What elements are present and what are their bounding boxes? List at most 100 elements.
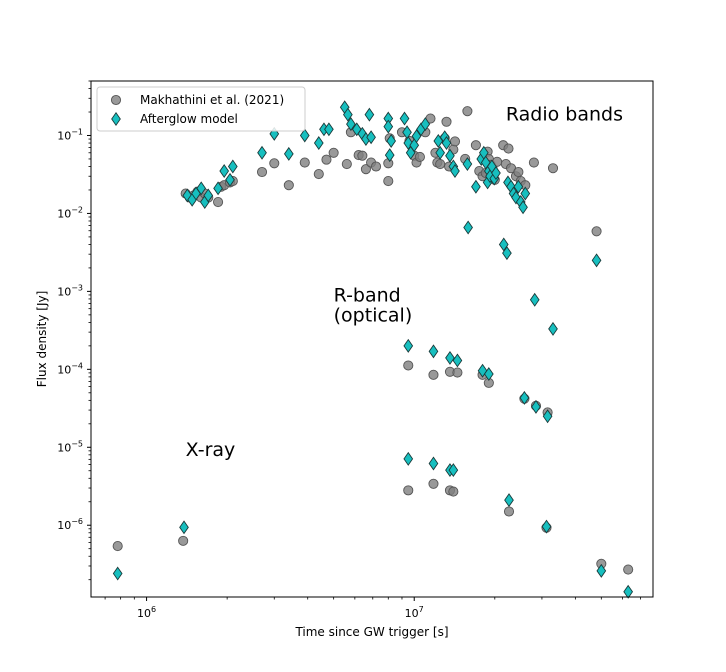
- y-tick-label: 10−4: [57, 361, 83, 376]
- data-point-diamond: [435, 145, 446, 160]
- data-point-diamond: [383, 119, 394, 134]
- data-point-circle: [623, 564, 634, 575]
- data-point-circle: [435, 159, 446, 170]
- data-point-diamond: [219, 164, 230, 179]
- data-point-circle: [313, 169, 324, 180]
- data-point-diamond: [269, 126, 280, 141]
- data-point-diamond: [366, 130, 376, 145]
- annotation-label: Radio bands: [506, 104, 623, 126]
- data-point-diamond: [257, 145, 267, 160]
- data-point-circle: [452, 367, 463, 378]
- data-point-circle: [341, 159, 352, 170]
- data-point-circle: [283, 180, 294, 191]
- y-tick-label: 10−6: [57, 517, 83, 532]
- data-point-diamond: [225, 172, 235, 187]
- legend-label-makhathini: Makhathini et al. (2021): [140, 93, 284, 107]
- data-point-diamond: [529, 292, 540, 307]
- x-tick-label: 106: [137, 605, 156, 620]
- data-point-circle: [428, 478, 439, 489]
- data-point-circle: [328, 147, 339, 158]
- data-point-diamond: [623, 584, 634, 599]
- data-point-circle: [513, 166, 524, 178]
- data-point-diamond: [420, 117, 431, 132]
- data-point-circle: [448, 486, 459, 497]
- data-point-diamond: [519, 390, 530, 405]
- plot-frame: [90, 80, 654, 598]
- data-point-circle: [441, 116, 452, 127]
- data-point-diamond: [227, 159, 238, 174]
- x-axis-label: Time since GW trigger [s]: [294, 625, 448, 639]
- annotation-label: X-ray: [186, 439, 236, 461]
- data-point-diamond: [409, 138, 420, 153]
- data-point-diamond: [346, 117, 356, 132]
- data-point-diamond: [112, 566, 123, 581]
- y-tick-label: 10−2: [57, 205, 83, 220]
- data-point-diamond: [448, 463, 459, 478]
- legend: Makhathini et al. (2021) Afterglow model: [96, 86, 306, 132]
- data-point-diamond: [483, 367, 494, 382]
- legend-marker-makhathini: [110, 94, 122, 106]
- data-point-diamond: [520, 186, 531, 201]
- data-point-diamond: [399, 111, 410, 126]
- annotations: Radio bands R-band(optical) X-ray: [186, 104, 623, 461]
- data-point-circle: [547, 163, 559, 174]
- data-point-circle: [591, 226, 602, 237]
- data-point-diamond: [504, 493, 514, 508]
- data-point-circle: [403, 485, 414, 496]
- data-point-diamond: [403, 338, 414, 353]
- data-point-circle: [321, 154, 332, 165]
- data-point-circle: [383, 158, 394, 169]
- legend-box: [96, 86, 306, 132]
- legend-marker-afterglow: [111, 112, 121, 126]
- data-point-circle: [428, 369, 439, 380]
- data-point-diamond: [203, 188, 214, 203]
- data-point-diamond: [531, 399, 541, 414]
- data-point-circle: [370, 161, 382, 172]
- data-point-diamond: [450, 164, 460, 179]
- data-point-diamond: [351, 122, 362, 137]
- axis-ticks: 106 107 10−1 10−2 10−3 10−4 10−5 10−6: [57, 80, 641, 620]
- legend-circle-marker: [110, 94, 122, 106]
- data-point-circle: [299, 157, 310, 168]
- data-point-diamond: [591, 253, 602, 268]
- data-point-circle: [383, 176, 394, 187]
- data-point-diamond: [283, 146, 294, 161]
- data-point-circle: [503, 506, 515, 517]
- data-point-diamond: [441, 136, 452, 151]
- data-point-diamond: [313, 136, 324, 151]
- data-point-diamond: [403, 136, 414, 151]
- y-tick-label: 10−3: [57, 283, 83, 298]
- legend-diamond-marker: [111, 112, 121, 126]
- data-point-diamond: [498, 237, 509, 252]
- data-point-diamond: [502, 246, 512, 261]
- y-axis-label: Flux density [Jy]: [35, 291, 49, 388]
- legend-label-afterglow: Afterglow model: [140, 112, 238, 126]
- data-point-circle: [360, 164, 371, 175]
- data-point-diamond: [324, 122, 334, 137]
- data-points-layer: [112, 100, 634, 599]
- data-point-diamond: [513, 179, 524, 194]
- x-tick-label: 107: [405, 605, 424, 620]
- data-point-diamond: [428, 456, 439, 471]
- annotation-label: (optical): [334, 305, 413, 327]
- data-point-circle: [213, 196, 224, 208]
- data-point-diamond: [548, 321, 558, 336]
- data-point-diamond: [386, 133, 397, 148]
- y-tick-label: 10−5: [57, 439, 83, 454]
- data-point-diamond: [403, 451, 414, 466]
- series-afterglow-model: [112, 100, 634, 599]
- data-point-diamond: [445, 350, 455, 365]
- data-point-circle: [462, 106, 473, 117]
- data-point-diamond: [596, 563, 607, 578]
- data-point-diamond: [299, 128, 310, 143]
- data-point-diamond: [428, 344, 439, 359]
- data-point-diamond: [541, 519, 552, 534]
- data-point-circle: [178, 535, 189, 546]
- data-point-diamond: [462, 157, 473, 172]
- data-point-circle: [503, 143, 514, 154]
- data-point-diamond: [518, 200, 528, 215]
- data-point-circle: [414, 151, 425, 163]
- data-point-diamond: [213, 181, 223, 196]
- data-point-circle: [470, 140, 481, 151]
- data-point-diamond: [343, 107, 353, 122]
